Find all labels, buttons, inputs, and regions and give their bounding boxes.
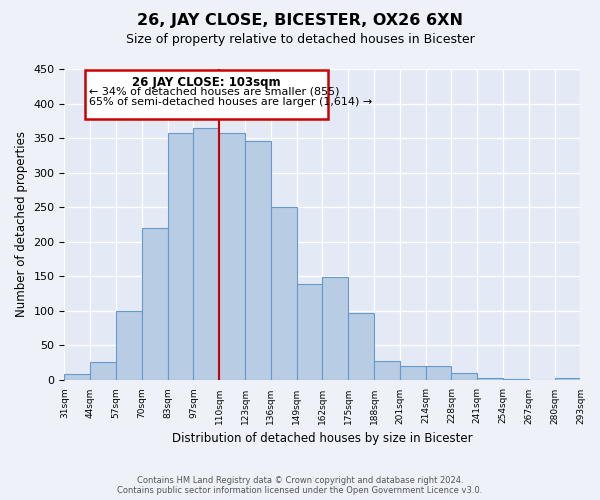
Bar [64,374,90,380]
Bar [219,132,245,380]
Bar [322,278,348,380]
Bar [400,366,425,380]
Text: 65% of semi-detached houses are larger (1,614) →: 65% of semi-detached houses are larger (… [89,96,372,106]
Text: 26, JAY CLOSE, BICESTER, OX26 6XN: 26, JAY CLOSE, BICESTER, OX26 6XN [137,12,463,28]
Bar [193,128,219,380]
Bar [271,207,296,380]
Bar [348,312,374,380]
X-axis label: Distribution of detached houses by size in Bicester: Distribution of detached houses by size … [172,432,473,445]
Bar [245,142,271,380]
Text: 26 JAY CLOSE: 103sqm: 26 JAY CLOSE: 103sqm [132,76,281,89]
Text: Contains public sector information licensed under the Open Government Licence v3: Contains public sector information licen… [118,486,482,495]
Bar [296,284,322,380]
Y-axis label: Number of detached properties: Number of detached properties [15,132,28,318]
Bar [374,361,400,380]
Bar [142,228,167,380]
Bar [477,378,503,380]
Bar [425,366,451,380]
Bar [90,362,116,380]
Bar [167,132,193,380]
Text: Size of property relative to detached houses in Bicester: Size of property relative to detached ho… [125,32,475,46]
Bar [554,378,580,380]
Bar [503,379,529,380]
Bar [116,310,142,380]
Text: Contains HM Land Registry data © Crown copyright and database right 2024.: Contains HM Land Registry data © Crown c… [137,476,463,485]
FancyBboxPatch shape [85,70,328,118]
Bar [451,372,477,380]
Text: ← 34% of detached houses are smaller (855): ← 34% of detached houses are smaller (85… [89,87,340,97]
